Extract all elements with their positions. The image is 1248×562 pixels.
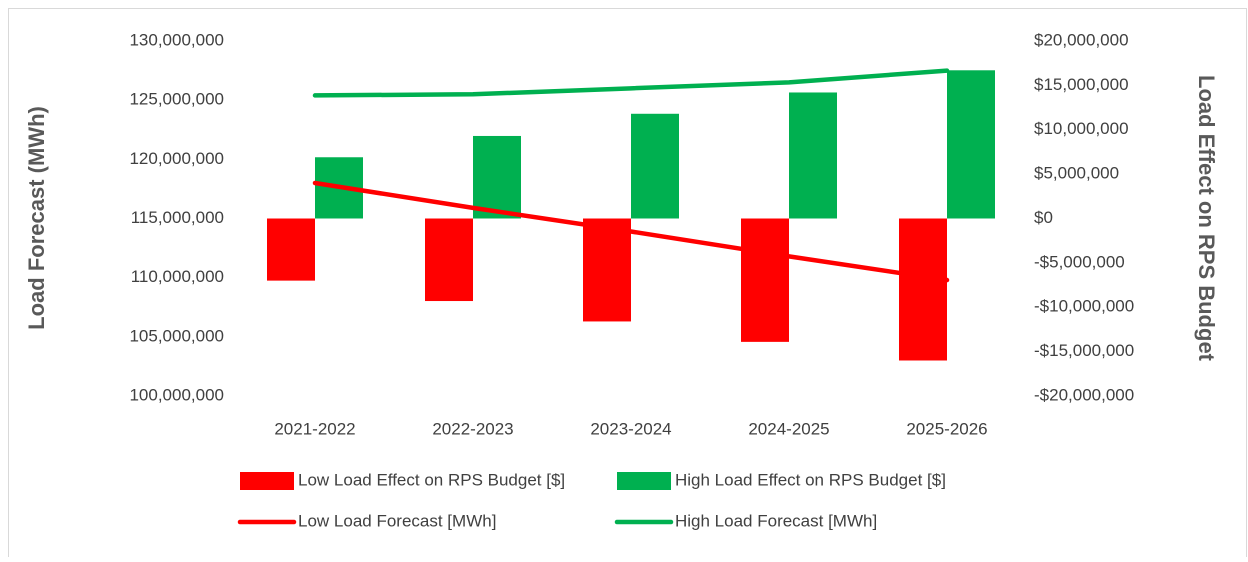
y2-tick-label: $20,000,000 [1034,30,1129,49]
legend-label: High Load Effect on RPS Budget [$] [675,470,946,489]
bar [631,113,679,219]
legend-swatch [617,472,671,490]
y-tick-label: 115,000,000 [131,208,224,227]
legend-label: Low Load Forecast [MWh] [298,511,496,530]
bar [899,218,947,361]
y-axis-title: Load Forecast (MWh) [24,106,49,330]
y-tick-label: 105,000,000 [129,326,224,345]
y2-tick-label: $0 [1034,208,1053,227]
x-tick-label: 2022-2023 [432,419,513,438]
y2-tick-label: -$20,000,000 [1034,385,1134,404]
bar [473,135,521,219]
chart-border [8,8,1247,562]
y-tick-label: 110,000,000 [131,267,224,286]
legend-label: High Load Forecast [MWh] [675,511,877,530]
x-tick-label: 2024-2025 [748,419,829,438]
y-tick-label: 130,000,000 [129,30,224,49]
y2-tick-label: -$10,000,000 [1034,297,1134,316]
line [312,180,950,283]
legend-swatch [240,472,294,490]
y-tick-label: 120,000,000 [129,149,224,168]
y2-tick-label: $10,000,000 [1034,119,1129,138]
y2-tick-label: -$15,000,000 [1034,341,1134,360]
y2-tick-label: $5,000,000 [1034,164,1119,183]
y2-axis-title: Load Effect on RPS Budget [1194,75,1219,362]
y-tick-label: 100,000,000 [129,385,224,404]
legend-label: Low Load Effect on RPS Budget [$] [298,470,565,489]
bar [267,218,315,281]
line [312,68,950,98]
bar [583,218,631,322]
x-tick-label: 2021-2022 [274,419,355,438]
bar [741,218,789,342]
y2-tick-label: $15,000,000 [1034,75,1129,94]
y-tick-label: 125,000,000 [129,90,224,109]
y2-tick-label: -$5,000,000 [1034,252,1125,271]
bar [947,70,995,219]
bar [789,92,837,219]
x-tick-label: 2023-2024 [590,419,671,438]
bar [425,218,473,302]
x-tick-label: 2025-2026 [906,419,987,438]
